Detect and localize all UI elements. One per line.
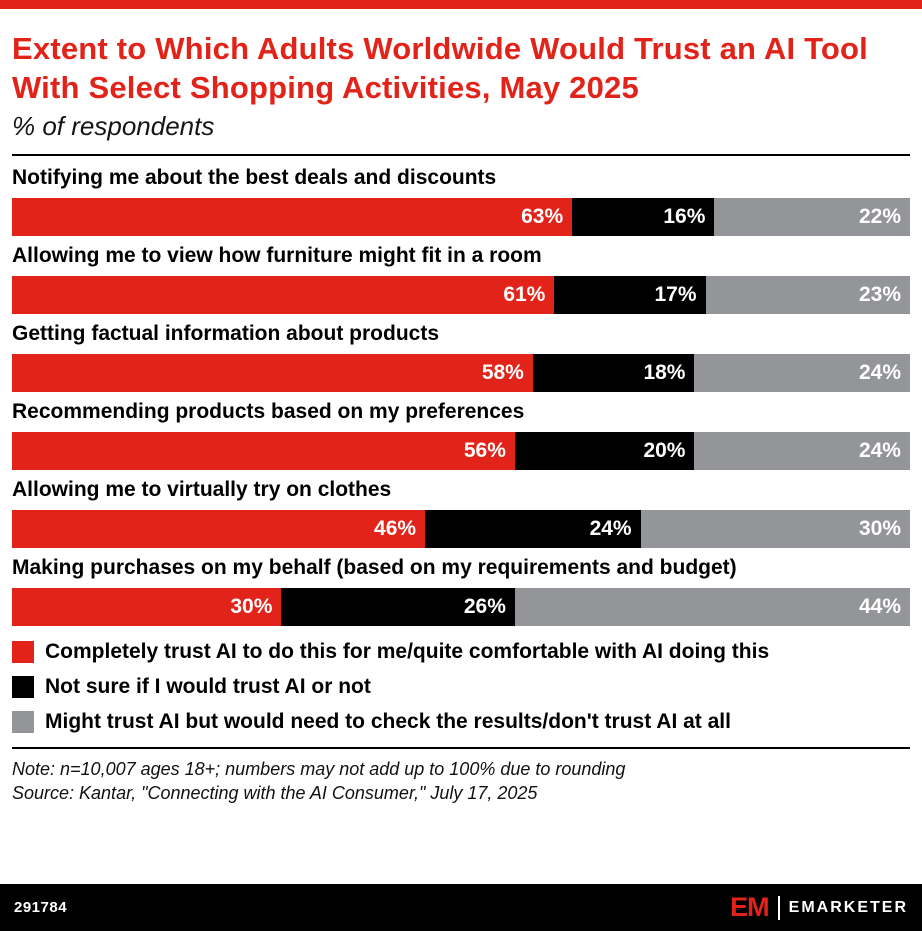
bar-category-label: Making purchases on my behalf (based on …: [12, 556, 737, 580]
bar-segment: 30%: [640, 510, 910, 549]
em-logo-mark: EM: [730, 892, 769, 922]
bar-segment: 58%: [12, 354, 533, 393]
bar-row: Allowing me to virtually try on clothes 4…: [12, 478, 910, 549]
bar-value-label: 16%: [663, 205, 706, 229]
bar-value-label: 17%: [654, 283, 697, 307]
divider-bottom: [12, 746, 910, 749]
bar-segment: 24%: [694, 432, 910, 471]
bar-value-label: 23%: [858, 283, 902, 307]
bar-value-label: 26%: [463, 595, 506, 619]
chart-id: 291784: [14, 899, 68, 916]
bar-row: Recommending products based on my prefer…: [12, 400, 910, 471]
bar-category-label: Recommending products based on my prefer…: [12, 400, 525, 424]
stacked-bar: 46% 24% 30%: [12, 510, 910, 549]
bar-value-label: 24%: [858, 361, 901, 385]
note-text: Note: n=10,007 ages 18+; numbers may not…: [12, 758, 626, 779]
bar-value-label: 30%: [858, 517, 901, 541]
page-title: Extent to Which Adults Worldwide Would T…: [12, 31, 868, 106]
legend-item: Might trust AI but would need to check t…: [12, 710, 910, 734]
bar-segment: 46%: [12, 510, 426, 549]
bar-row: Notifying me about the best deals and di…: [12, 166, 910, 237]
chart-content: Extent to Which Adults Worldwide Would T…: [0, 9, 922, 805]
bar-segment: 24%: [425, 510, 641, 549]
source-text: Source: Kantar, "Connecting with the AI …: [12, 782, 538, 803]
divider-top: [12, 154, 910, 157]
bar-category-label: Allowing me to virtually try on clothes: [12, 478, 392, 502]
bar-segment: 44%: [514, 588, 911, 627]
bar-value-label: 18%: [643, 361, 686, 385]
bar-value-label: 20%: [643, 439, 686, 463]
bar-row: Making purchases on my behalf (based on …: [12, 556, 911, 627]
legend-item: Completely trust AI to do this for me/qu…: [12, 640, 910, 664]
bar-segment: 24%: [694, 354, 910, 393]
legend-swatch: [12, 641, 34, 664]
stacked-bar: 63% 16% 22%: [12, 198, 910, 237]
bar-segment: 56%: [12, 432, 515, 471]
bar-value-label: 61%: [503, 283, 546, 307]
bar-value-label: 46%: [374, 517, 417, 541]
footer-bar: 291784 EM EMARKETER: [0, 884, 922, 931]
bar-value-label: 63%: [521, 205, 564, 229]
bar-value-label: 44%: [858, 595, 902, 619]
top-accent-bar: [0, 0, 922, 9]
emarketer-logo: EM EMARKETER: [730, 894, 908, 921]
stacked-bar: 30% 26% 44%: [12, 588, 911, 627]
bar-row: Getting factual information about produc…: [12, 322, 910, 393]
legend-label: Not sure if I would trust AI or not: [45, 675, 371, 699]
bar-value-label: 24%: [858, 439, 901, 463]
logo-divider: [777, 895, 780, 920]
bar-segment: 30%: [12, 588, 282, 627]
legend-swatch: [12, 676, 34, 699]
bar-segment: 18%: [532, 354, 695, 393]
stacked-bar: 58% 18% 24%: [12, 354, 910, 393]
bar-segment: 22%: [714, 198, 910, 237]
legend-item: Not sure if I would trust AI or not: [12, 675, 910, 699]
bar-value-label: 30%: [230, 595, 273, 619]
bar-value-label: 22%: [858, 205, 901, 229]
bar-segment: 26%: [281, 588, 515, 627]
chart-subtitle: % of respondents: [12, 111, 215, 142]
legend-label: Completely trust AI to do this for me/qu…: [45, 640, 770, 664]
brand-name: EMARKETER: [788, 898, 908, 916]
legend-swatch: [12, 711, 34, 734]
bar-value-label: 24%: [589, 517, 632, 541]
bar-category-label: Notifying me about the best deals and di…: [12, 166, 497, 190]
bar-segment: 20%: [514, 432, 695, 471]
bar-segment: 61%: [12, 276, 555, 315]
bar-segment: 17%: [554, 276, 706, 315]
stacked-bar: 61% 17% 23%: [12, 276, 911, 315]
bar-segment: 16%: [572, 198, 715, 237]
bar-segment: 23%: [705, 276, 911, 315]
bar-category-label: Allowing me to view how furniture might …: [12, 244, 542, 268]
legend: Completely trust AI to do this for me/qu…: [12, 640, 910, 734]
stacked-bar: 56% 20% 24%: [12, 432, 910, 471]
bar-segment: 63%: [12, 198, 573, 237]
bars: Notifying me about the best deals and di…: [12, 166, 911, 627]
bar-value-label: 58%: [481, 361, 524, 385]
bar-value-label: 56%: [463, 439, 506, 463]
bar-row: Allowing me to view how furniture might …: [12, 244, 911, 315]
bar-category-label: Getting factual information about produc…: [12, 322, 439, 346]
legend-label: Might trust AI but would need to check t…: [45, 710, 731, 734]
